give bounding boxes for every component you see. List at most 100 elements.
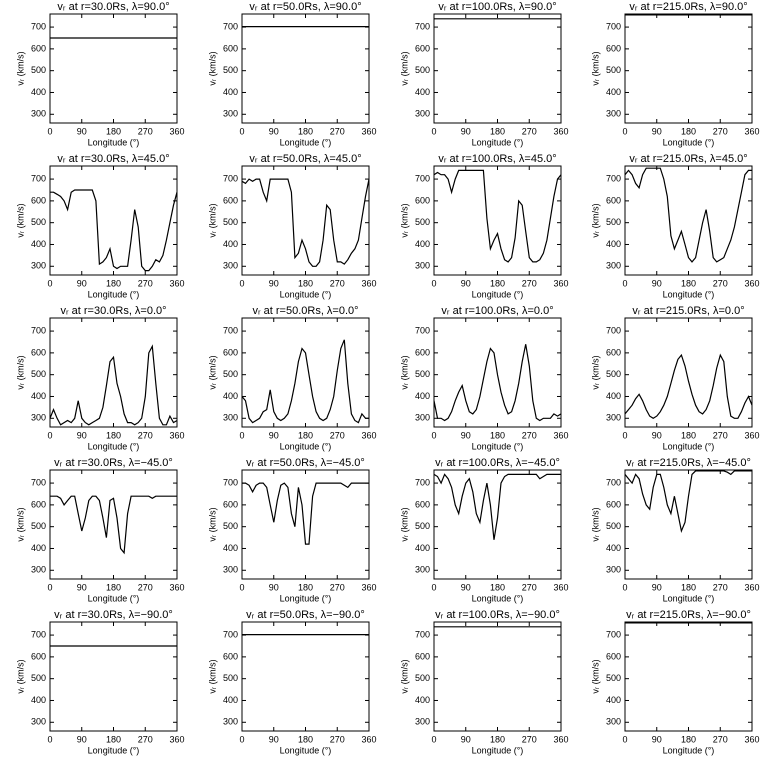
plot-frame (49, 317, 178, 428)
x-tick-label: 90 (77, 582, 87, 592)
y-tick-label: 400 (223, 391, 238, 401)
chart-title: vᵣ at r=100.0Rs, λ=−90.0° (435, 609, 560, 621)
x-tick-label: 180 (681, 430, 696, 440)
y-axis-label: vᵣ (km/s) (399, 507, 409, 541)
x-axis-label: Longitude (°) (280, 137, 332, 147)
y-tick-label: 600 (31, 347, 46, 357)
y-tick-label: 300 (415, 109, 430, 119)
chart-title: vᵣ at r=100.0Rs, λ=−45.0° (435, 457, 560, 469)
chart-title: vᵣ at r=50.0Rs, λ=−45.0° (246, 457, 365, 469)
x-axis-label: Longitude (°) (663, 593, 715, 603)
data-line (242, 482, 369, 545)
y-tick-label: 300 (606, 717, 621, 727)
x-tick-label: 360 (744, 278, 759, 288)
data-line (433, 169, 562, 263)
y-tick-label: 500 (606, 369, 621, 379)
x-tick-label: 0 (239, 734, 244, 744)
y-tick-label: 300 (415, 717, 430, 727)
x-tick-label: 90 (269, 278, 279, 288)
y-tick-label: 300 (415, 261, 430, 271)
x-tick-label: 180 (106, 734, 121, 744)
x-tick-label: 180 (298, 582, 313, 592)
y-tick-label: 400 (223, 239, 238, 249)
y-tick-label: 500 (31, 65, 46, 75)
data-line (433, 473, 561, 540)
y-tick-label: 300 (31, 565, 46, 575)
y-tick-label: 700 (223, 325, 238, 335)
x-tick-label: 180 (106, 582, 121, 592)
y-tick-label: 700 (31, 173, 46, 183)
y-tick-label: 400 (31, 239, 46, 249)
y-tick-label: 700 (223, 21, 238, 31)
x-tick-label: 360 (169, 126, 184, 136)
y-tick-label: 500 (223, 369, 238, 379)
x-tick-label: 0 (239, 430, 244, 440)
x-tick-label: 270 (330, 126, 345, 136)
y-tick-label: 600 (415, 43, 430, 53)
y-axis-label: vᵣ (km/s) (15, 659, 25, 693)
data-line (241, 339, 369, 424)
y-tick-label: 300 (606, 413, 621, 423)
plot-frame (433, 469, 562, 580)
y-tick-label: 600 (223, 195, 238, 205)
y-tick-label: 700 (606, 173, 621, 183)
plot-frame (49, 13, 178, 124)
x-tick-label: 180 (298, 430, 313, 440)
x-tick-label: 0 (431, 582, 436, 592)
x-axis-label: Longitude (°) (280, 593, 332, 603)
x-tick-label: 270 (713, 278, 728, 288)
y-tick-label: 700 (415, 629, 430, 639)
y-tick-label: 700 (31, 21, 46, 31)
y-tick-label: 500 (606, 673, 621, 683)
x-tick-label: 270 (713, 126, 728, 136)
y-tick-label: 700 (31, 325, 46, 335)
y-tick-label: 500 (415, 65, 430, 75)
y-tick-label: 500 (223, 217, 238, 227)
y-axis-label: vᵣ (km/s) (15, 203, 25, 237)
x-tick-label: 180 (681, 582, 696, 592)
x-axis-label: Longitude (°) (663, 289, 715, 299)
x-axis-label: Longitude (°) (88, 441, 140, 451)
x-tick-label: 90 (652, 582, 662, 592)
plot-frame (241, 13, 370, 124)
y-axis-label: vᵣ (km/s) (590, 51, 600, 85)
x-tick-label: 180 (681, 278, 696, 288)
plot-frame (624, 621, 753, 732)
plot-frame (624, 469, 753, 580)
plot-frame (241, 317, 370, 428)
x-axis-label: Longitude (°) (472, 289, 524, 299)
x-tick-label: 90 (269, 734, 279, 744)
y-tick-label: 300 (606, 565, 621, 575)
x-tick-label: 360 (553, 278, 568, 288)
y-tick-label: 300 (223, 565, 238, 575)
x-tick-label: 0 (431, 734, 436, 744)
y-axis-label: vᵣ (km/s) (590, 355, 600, 389)
x-tick-label: 270 (713, 430, 728, 440)
y-tick-label: 400 (31, 543, 46, 553)
y-tick-label: 700 (606, 325, 621, 335)
x-tick-label: 0 (47, 278, 52, 288)
plot-frame (624, 317, 753, 428)
y-tick-label: 400 (606, 695, 621, 705)
y-axis-label: vᵣ (km/s) (15, 51, 25, 85)
x-tick-label: 360 (361, 126, 376, 136)
y-axis-label: vᵣ (km/s) (15, 355, 25, 389)
x-tick-label: 0 (431, 430, 436, 440)
x-tick-label: 360 (744, 582, 759, 592)
x-axis-label: Longitude (°) (88, 137, 140, 147)
y-tick-label: 600 (606, 347, 621, 357)
y-tick-label: 300 (606, 109, 621, 119)
y-tick-label: 300 (223, 413, 238, 423)
plot-frame (433, 621, 562, 732)
y-tick-label: 700 (223, 477, 238, 487)
x-tick-label: 180 (106, 278, 121, 288)
y-axis-label: vᵣ (km/s) (399, 355, 409, 389)
x-tick-label: 360 (361, 278, 376, 288)
x-tick-label: 180 (106, 126, 121, 136)
x-tick-label: 90 (652, 734, 662, 744)
x-tick-label: 360 (553, 126, 568, 136)
y-tick-label: 500 (223, 521, 238, 531)
plot-frame (49, 469, 178, 580)
y-axis-label: vᵣ (km/s) (207, 659, 217, 693)
